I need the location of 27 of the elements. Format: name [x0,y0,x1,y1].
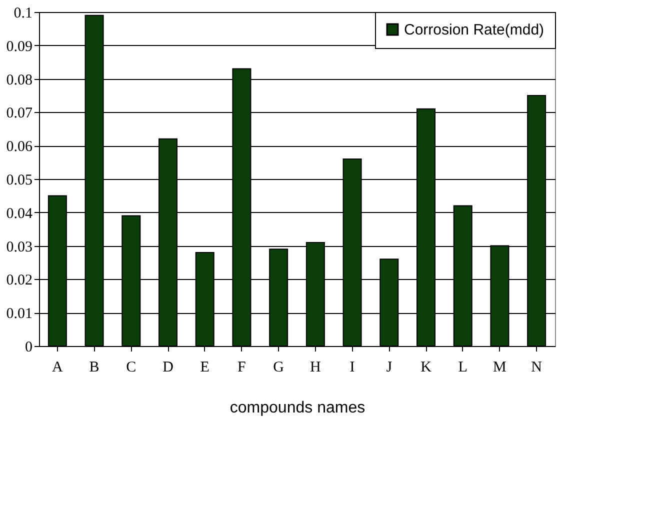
x-tick-label: H [310,360,322,376]
x-tick-label: G [273,360,284,376]
y-tick-label: 0.01 [6,306,32,322]
y-tick-label: 0.05 [6,172,32,188]
x-tick-label: B [89,360,100,376]
x-tick-label: I [350,360,355,376]
x-tick-label: F [238,360,246,376]
x-tick-label: M [493,360,506,376]
x-tick-label: D [162,360,174,376]
x-tick-label: K [420,360,432,376]
y-tick-label: 0.02 [6,272,32,289]
x-axis-title: compounds names [230,400,366,416]
legend-label: Corrosion Rate(mdd) [404,22,544,38]
y-tick-label: 0.07 [6,106,33,122]
x-tick-label: N [531,360,542,376]
x-tick-label: J [386,360,392,376]
y-tick-label: 0.03 [6,239,32,256]
y-tick-label: 0.1 [14,6,32,22]
y-tick-label: 0.08 [6,72,32,88]
x-tick-label: C [126,360,136,376]
y-tick-label: 0.06 [6,139,33,156]
y-tick-label: 0 [25,340,32,356]
x-tick-label: L [458,360,468,376]
y-tick-label: 0.04 [6,206,33,222]
x-tick-label: E [200,360,210,376]
x-tick-label: A [52,360,64,376]
y-tick-label: 0.09 [6,38,32,55]
